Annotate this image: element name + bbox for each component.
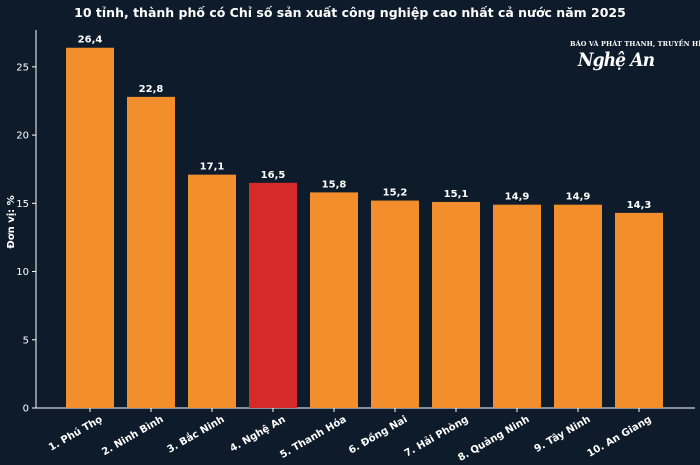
x-tick-label: 5. Thanh Hóa bbox=[278, 413, 349, 461]
x-tick-label: 1. Phú Thọ bbox=[46, 413, 104, 454]
newspaper-logo: BÁO VÀ PHÁT THANH, TRUYỀN HÌNH Nghệ An bbox=[570, 40, 700, 71]
y-tick-label: 5 bbox=[23, 335, 29, 346]
y-tick-label: 25 bbox=[16, 62, 29, 73]
bar bbox=[127, 96, 175, 408]
bar bbox=[432, 201, 480, 408]
bar-value-label: 15,8 bbox=[322, 179, 347, 190]
bar-value-label: 17,1 bbox=[200, 162, 225, 173]
x-tick-label: 9. Tây Ninh bbox=[532, 413, 592, 455]
bar-value-label: 14,9 bbox=[566, 192, 591, 203]
bar bbox=[249, 182, 297, 408]
logo-title: Nghệ An bbox=[577, 49, 655, 71]
logo-tagline: BÁO VÀ PHÁT THANH, TRUYỀN HÌNH bbox=[570, 40, 700, 48]
x-tick-label: 6. Đồng Nai bbox=[346, 412, 409, 456]
bar bbox=[66, 47, 114, 408]
bar bbox=[554, 204, 602, 408]
x-tick-label: 2. Ninh Bình bbox=[100, 413, 166, 458]
y-axis-label: Đơn vị: % bbox=[6, 195, 17, 248]
bar bbox=[615, 212, 663, 408]
bars bbox=[66, 47, 663, 408]
x-tick-label: 3. Bắc Ninh bbox=[165, 412, 227, 455]
bar-value-labels: 26,4 22,8 17,1 16,5 15,8 15,2 15,1 14,9 14,9 14,3 bbox=[78, 35, 652, 211]
x-tick-label: 4. Nghệ An bbox=[228, 413, 288, 454]
bar-value-label: 16,5 bbox=[261, 170, 286, 181]
bar bbox=[493, 204, 541, 408]
bar bbox=[188, 174, 236, 408]
bar-value-label: 15,2 bbox=[383, 188, 408, 199]
y-tick-labels: 0 5 10 15 20 25 bbox=[16, 62, 36, 415]
bar-value-label: 22,8 bbox=[139, 84, 164, 95]
bar-value-label: 26,4 bbox=[78, 35, 103, 46]
x-tick-label: 10. An Giang bbox=[585, 414, 653, 460]
bar-value-label: 14,9 bbox=[505, 192, 530, 203]
bar-value-label: 14,3 bbox=[627, 200, 652, 211]
y-tick-label: 15 bbox=[16, 199, 29, 210]
bar bbox=[371, 200, 419, 408]
bar bbox=[310, 192, 358, 408]
bar-value-label: 15,1 bbox=[444, 189, 469, 200]
y-tick-label: 20 bbox=[16, 131, 29, 142]
chart-title: 10 tỉnh, thành phố có Chỉ số sản xuất cô… bbox=[74, 5, 626, 20]
y-tick-label: 0 bbox=[23, 404, 29, 415]
y-tick-label: 10 bbox=[16, 267, 29, 278]
